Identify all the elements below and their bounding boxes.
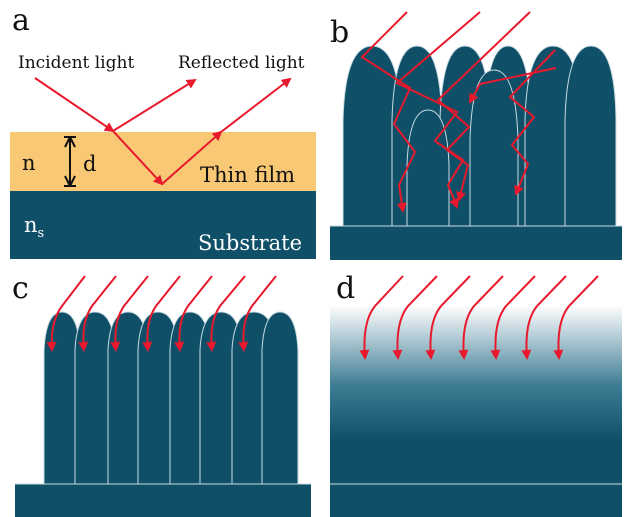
- panel-b-bumps: [342, 45, 617, 227]
- ray-c: [238, 275, 277, 352]
- bump: [564, 45, 617, 227]
- substrate-index-label: ns: [24, 213, 44, 241]
- ray-c: [110, 275, 149, 352]
- substrate-layer: [10, 191, 316, 259]
- ray-c: [78, 275, 117, 352]
- ray-c: [142, 275, 181, 352]
- ray-d: [425, 275, 471, 360]
- panel-d-base: [330, 484, 622, 517]
- ray-c: [206, 275, 246, 352]
- refracted-ray: [112, 130, 164, 186]
- incident-light-label: Incident light: [18, 53, 134, 73]
- thickness-label: d: [83, 152, 96, 176]
- panel-d-letter: d: [336, 271, 355, 306]
- panel-c-base: [15, 484, 311, 517]
- panel-b: b: [330, 11, 622, 260]
- panel-a-letter: a: [12, 3, 30, 38]
- ray-b3: [436, 11, 531, 202]
- ray-d: [521, 275, 567, 360]
- substrate-label: Substrate: [198, 231, 302, 255]
- ray-b4: [508, 49, 556, 196]
- ray-d: [392, 275, 438, 360]
- panel-d-rays: [359, 275, 599, 360]
- ray-d: [490, 275, 536, 360]
- ray-b2: [395, 11, 481, 209]
- panel-c: c: [12, 271, 311, 517]
- bump: [406, 109, 450, 227]
- thin-film-label: Thin film: [200, 163, 295, 187]
- ray-d: [458, 275, 504, 360]
- ray-d: [553, 275, 599, 360]
- ray-d: [359, 275, 404, 360]
- panel-c-bumps: [43, 311, 299, 485]
- internal-reflected-ray: [161, 130, 223, 185]
- panel-c-rays: [46, 275, 277, 352]
- panel-b-rays: [360, 11, 557, 213]
- incident-ray: [34, 77, 115, 133]
- panel-b-base: [330, 226, 622, 260]
- ray-c: [174, 275, 213, 352]
- bump: [469, 69, 519, 227]
- bump: [261, 311, 299, 485]
- thickness-arrow: [64, 136, 76, 187]
- panel-a: a Incident light Reflected light n d Thi…: [10, 3, 316, 259]
- panel-b-letter: b: [330, 15, 349, 50]
- reflected-light-label: Reflected light: [178, 53, 305, 73]
- ray-b5: [469, 67, 557, 104]
- film-index-label: n: [22, 151, 36, 175]
- panel-c-letter: c: [12, 271, 29, 306]
- graded-index-layer: [330, 305, 622, 485]
- reflected-ray-1: [112, 78, 197, 132]
- ray-b1: [360, 11, 417, 213]
- panel-d: d: [330, 271, 622, 517]
- panel-a-rays: [34, 77, 292, 186]
- ray-c: [46, 275, 86, 352]
- reflected-ray-2: [220, 77, 292, 133]
